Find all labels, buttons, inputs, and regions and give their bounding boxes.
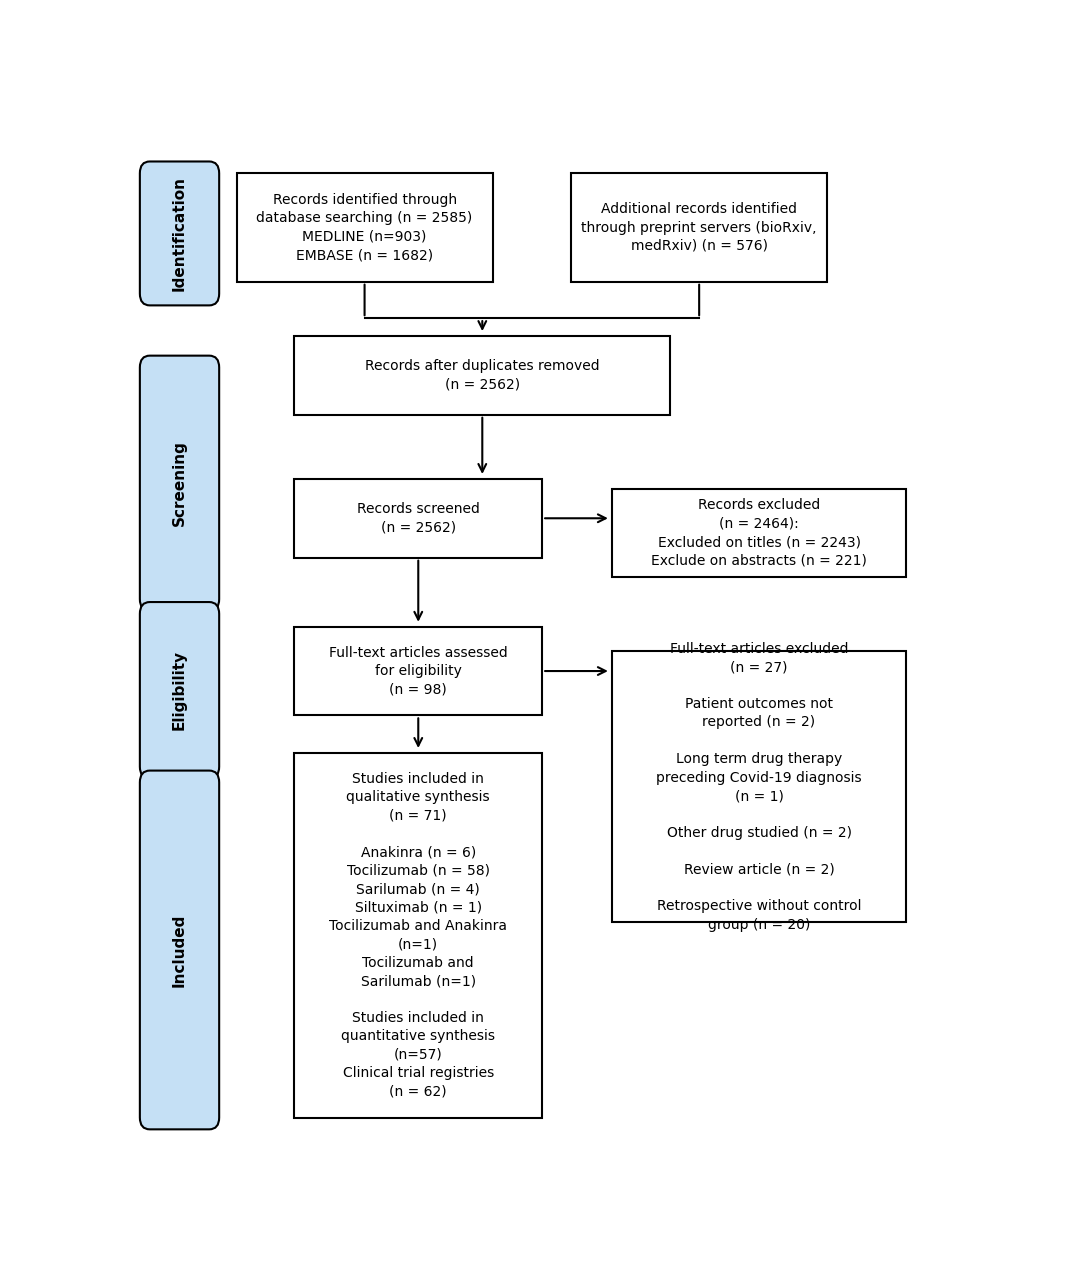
FancyBboxPatch shape bbox=[140, 161, 220, 306]
Bar bbox=[571, 173, 827, 282]
FancyBboxPatch shape bbox=[140, 356, 220, 611]
Text: Screening: Screening bbox=[172, 440, 187, 526]
FancyBboxPatch shape bbox=[140, 602, 220, 778]
Text: Eligibility: Eligibility bbox=[172, 650, 187, 731]
Bar bbox=[237, 173, 492, 282]
Bar bbox=[294, 753, 543, 1117]
FancyBboxPatch shape bbox=[140, 771, 220, 1129]
Text: Additional records identified
through preprint servers (bioRxiv,
medRxiv) (n = 5: Additional records identified through pr… bbox=[581, 202, 817, 253]
Text: Identification: Identification bbox=[172, 175, 187, 291]
Text: Full-text articles excluded
(n = 27)

Patient outcomes not
reported (n = 2)

Lon: Full-text articles excluded (n = 27) Pat… bbox=[657, 641, 862, 932]
Bar bbox=[294, 627, 543, 716]
Text: Records excluded
(n = 2464):
Excluded on titles (n = 2243)
Exclude on abstracts : Records excluded (n = 2464): Excluded on… bbox=[651, 498, 867, 567]
Bar bbox=[294, 479, 543, 558]
Text: Full-text articles assessed
for eligibility
(n = 98): Full-text articles assessed for eligibil… bbox=[329, 645, 507, 696]
Text: Records identified through
database searching (n = 2585)
MEDLINE (n=903)
EMBASE : Records identified through database sear… bbox=[257, 193, 472, 262]
Text: Records screened
(n = 2562): Records screened (n = 2562) bbox=[357, 502, 480, 535]
Bar bbox=[612, 489, 906, 577]
Bar bbox=[294, 335, 671, 415]
Text: Records after duplicates removed
(n = 2562): Records after duplicates removed (n = 25… bbox=[365, 360, 599, 392]
Text: Included: Included bbox=[172, 913, 187, 987]
Bar bbox=[612, 652, 906, 923]
Text: Studies included in
qualitative synthesis
(n = 71)

Anakinra (n = 6)
Tocilizumab: Studies included in qualitative synthesi… bbox=[329, 772, 507, 1098]
